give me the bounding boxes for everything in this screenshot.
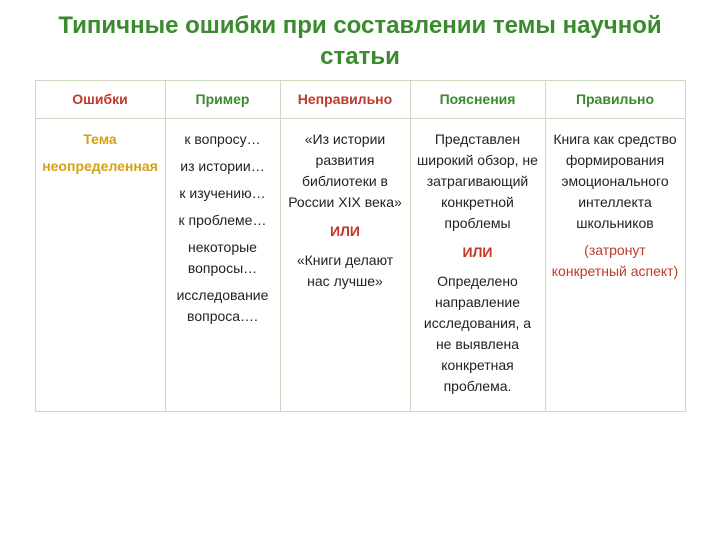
col-header-errors: Ошибки [35, 81, 165, 119]
error-type-line1: Тема [42, 129, 159, 150]
example-item: к изучению… [172, 183, 274, 204]
cell-explain: Представлен широкий обзор, не затрагиваю… [410, 119, 545, 412]
col-header-explain: Пояснения [410, 81, 545, 119]
cell-error-type: Тема неопределенная [35, 119, 165, 412]
table-row: Тема неопределенная к вопросу… из истори… [35, 119, 685, 412]
col-header-right: Правильно [545, 81, 685, 119]
wrong-p1: «Из истории развития библиотеки в России… [287, 129, 404, 213]
explain-sep: ИЛИ [417, 242, 539, 263]
right-main: Книга как средство формирования эмоциона… [552, 129, 679, 234]
cell-example: к вопросу… из истории… к изучению… к про… [165, 119, 280, 412]
mistakes-table: Ошибки Пример Неправильно Пояснения Прав… [35, 80, 686, 412]
table-header-row: Ошибки Пример Неправильно Пояснения Прав… [35, 81, 685, 119]
example-item: к проблеме… [172, 210, 274, 231]
cell-wrong: «Из истории развития библиотеки в России… [280, 119, 410, 412]
explain-p2: Определено направление исследования, а н… [417, 271, 539, 397]
explain-p1: Представлен широкий обзор, не затрагиваю… [417, 129, 539, 234]
page-title: Типичные ошибки при составлении темы нау… [0, 0, 720, 80]
example-item: некоторые вопросы… [172, 237, 274, 279]
example-item: к вопросу… [172, 129, 274, 150]
right-paren: (затронут конкретный аспект) [552, 240, 679, 282]
example-item: из истории… [172, 156, 274, 177]
wrong-p2: «Книги делают нас лучше» [287, 250, 404, 292]
cell-right: Книга как средство формирования эмоциона… [545, 119, 685, 412]
wrong-sep: ИЛИ [287, 221, 404, 242]
example-item: исследование вопроса…. [172, 285, 274, 327]
col-header-wrong: Неправильно [280, 81, 410, 119]
col-header-example: Пример [165, 81, 280, 119]
error-type-line2: неопределенная [42, 156, 159, 177]
